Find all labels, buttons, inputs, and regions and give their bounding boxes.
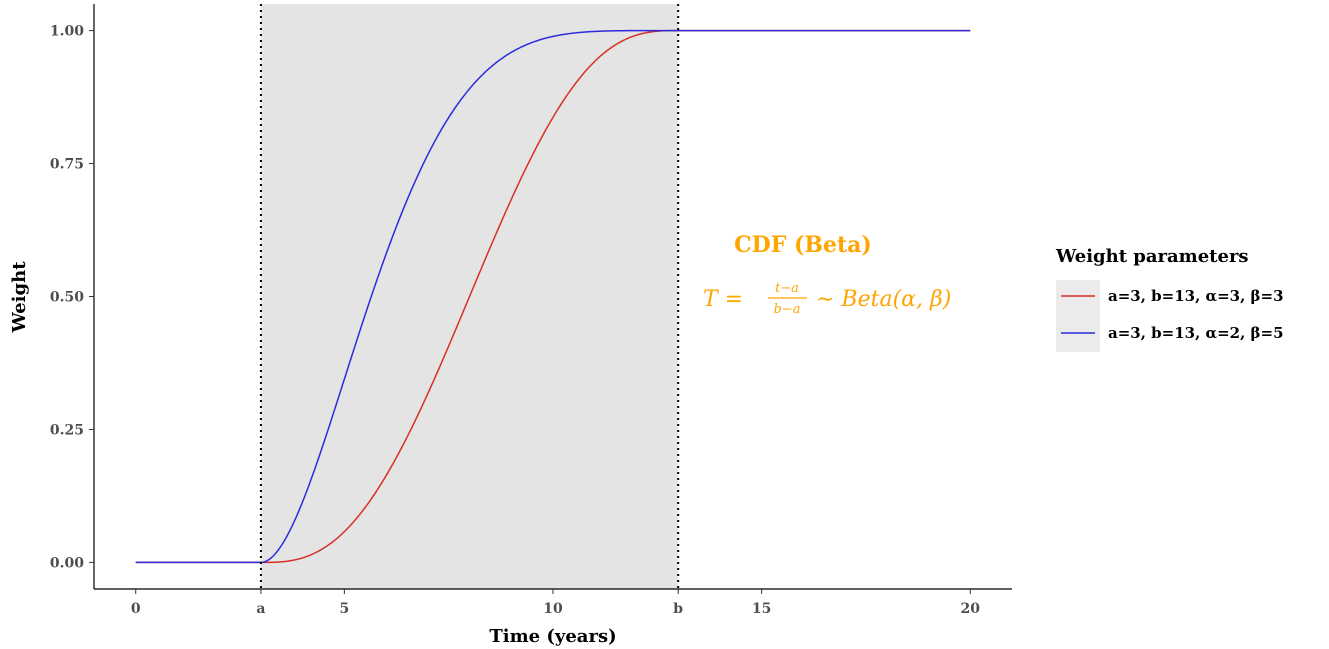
series-layer bbox=[135, 29, 971, 564]
x-tick-label-3: 10 bbox=[543, 601, 563, 617]
legend-label-series-0: a=3, b=13, α=3, β=3 bbox=[1108, 287, 1284, 305]
series-line-1 bbox=[135, 29, 971, 564]
y-tick-label-0: 0.00 bbox=[50, 555, 84, 571]
annotation-formula-num: t−a bbox=[775, 281, 799, 296]
x-tick-label-4: b bbox=[673, 601, 683, 617]
y-axis-title: Weight bbox=[9, 261, 30, 334]
y-ticks: 0.00 0.25 0.50 0.75 1.00 bbox=[50, 24, 94, 571]
legend: Weight parameters a=3, b=13, α=3, β=3 a=… bbox=[1055, 246, 1284, 352]
y-tick-label-3: 0.75 bbox=[50, 157, 84, 173]
annotation: CDF (Beta) T = t−a b−a ∼ Beta(α, β) bbox=[703, 232, 951, 317]
y-tick-label-2: 0.50 bbox=[50, 290, 84, 306]
x-axis-title: Time (years) bbox=[489, 626, 616, 647]
legend-title: Weight parameters bbox=[1055, 246, 1249, 267]
x-tick-label-6: 20 bbox=[961, 601, 981, 617]
x-tick-label-1: a bbox=[256, 601, 265, 617]
annotation-formula-right: ∼ Beta(α, β) bbox=[816, 287, 951, 312]
annotation-formula-den: b−a bbox=[774, 302, 801, 317]
x-tick-label-0: 0 bbox=[131, 601, 141, 617]
x-ticks: 0 a 5 10 b 15 20 bbox=[131, 589, 980, 617]
legend-key-background bbox=[1056, 280, 1100, 352]
legend-label-series-1: a=3, b=13, α=2, β=5 bbox=[1108, 324, 1284, 342]
x-tick-label-5: 15 bbox=[752, 601, 771, 617]
x-tick-label-2: 5 bbox=[339, 601, 349, 617]
annotation-formula-left: T = bbox=[703, 287, 743, 312]
y-tick-label-1: 0.25 bbox=[50, 422, 84, 438]
annotation-title: CDF (Beta) bbox=[734, 232, 872, 258]
y-tick-label-4: 1.00 bbox=[50, 24, 84, 40]
